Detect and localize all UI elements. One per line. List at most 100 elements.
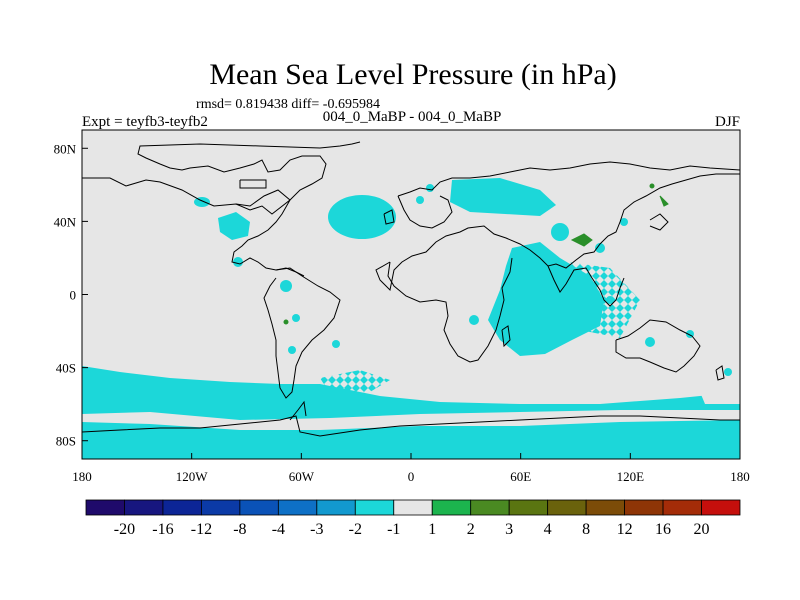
colorbar-swatch xyxy=(277,499,318,516)
map-panel: 80N 40N 0 40S 80S 180 120W 60W 0 60E 120E 180 xyxy=(54,129,750,484)
colorbar-label: 8 xyxy=(582,521,590,538)
coastline-india xyxy=(547,265,625,307)
lon-tick-label: 120E xyxy=(617,469,645,484)
lon-tick-label: 60E xyxy=(510,469,531,484)
lat-tick-label: 80N xyxy=(54,141,77,156)
lat-tick-label: 80S xyxy=(56,434,76,449)
lon-tick-label: 120W xyxy=(176,469,209,484)
anomaly-spot xyxy=(620,218,628,226)
colorbar-swatch xyxy=(701,499,741,516)
colorbar-label: -2 xyxy=(349,521,362,538)
coastline-australia xyxy=(615,319,701,373)
stats-line: rmsd= 0.819438 diff= -0.695984 xyxy=(196,97,380,112)
anomaly-arctic-canada xyxy=(194,197,210,207)
anomaly-spot xyxy=(645,337,655,347)
coastline-eurasia-north xyxy=(397,161,740,197)
coastline-antarctica-peninsula xyxy=(289,400,307,421)
positive-anomaly xyxy=(659,195,669,207)
anomaly-spot xyxy=(280,280,292,292)
colorbar-label: -1 xyxy=(387,521,400,538)
coastline-eurasia xyxy=(375,173,740,292)
positive-anomaly xyxy=(570,233,593,247)
anomaly-spot xyxy=(332,340,340,348)
coastline-uk xyxy=(383,209,395,225)
colorbar-swatch xyxy=(124,499,164,516)
lon-tick-label: 60W xyxy=(289,469,315,484)
colorbar-label: 3 xyxy=(505,521,513,538)
colorbar-swatch xyxy=(201,499,241,516)
colorbar-label: 1 xyxy=(428,521,436,538)
season-label: DJF xyxy=(715,114,740,130)
colorbar-label: -16 xyxy=(152,521,173,538)
colorbar: -20 -16 -12 -8 -4 -3 -2 -1 1 2 3 4 8 12 16 20 xyxy=(85,499,741,538)
colorbar-swatch xyxy=(547,499,587,516)
lat-axis: 80N 40N 0 40S 80S xyxy=(54,141,88,449)
coastline-japan xyxy=(649,213,669,231)
colorbar-swatch xyxy=(662,499,702,516)
coastline-africa xyxy=(387,257,513,363)
colorbar-swatch xyxy=(508,499,549,516)
colorbar-swatch xyxy=(316,499,356,516)
colorbar-swatch xyxy=(470,499,510,516)
colorbar-label: 4 xyxy=(544,521,552,538)
lon-tick-label: 180 xyxy=(72,469,92,484)
coastline-scandinavia xyxy=(397,195,453,229)
colorbar-swatch xyxy=(624,499,664,516)
coastline-madagascar xyxy=(501,325,511,348)
coastline-antarctica xyxy=(82,415,740,437)
colorbar-swatch xyxy=(354,499,395,516)
colorbar-label: -4 xyxy=(272,521,285,538)
colorbar-label: -12 xyxy=(191,521,212,538)
coastline-north-america xyxy=(82,141,361,215)
anomaly-spot xyxy=(233,257,243,267)
colorbar-swatch xyxy=(585,499,625,516)
anomaly-north-atlantic xyxy=(328,195,396,239)
coastline-south-america xyxy=(263,267,341,399)
colorbar-label: -8 xyxy=(233,521,246,538)
anomaly-spot xyxy=(469,315,479,325)
anomaly-fields xyxy=(82,178,740,459)
lat-tick-label: 40N xyxy=(54,214,77,229)
colorbar-label: -20 xyxy=(114,521,135,538)
anomaly-south-atlantic-hatch xyxy=(320,370,390,394)
comparison-label: 004_0_MaBP - 004_0_MaBP xyxy=(323,109,502,125)
colorbar-swatch xyxy=(239,499,279,516)
colorbar-swatch xyxy=(85,499,125,516)
positive-anomaly xyxy=(649,183,655,189)
colorbar-label: 12 xyxy=(617,521,633,538)
colorbar-swatch xyxy=(393,499,433,516)
anomaly-eurasia xyxy=(450,178,556,216)
anomaly-spot xyxy=(724,368,732,376)
positive-anomaly xyxy=(283,319,289,325)
colorbar-label: -3 xyxy=(310,521,323,538)
coastline-new-zealand xyxy=(715,365,725,381)
lon-axis: 180 120W 60W 0 60E 120E 180 xyxy=(72,453,750,484)
colorbar-label: 20 xyxy=(694,521,710,538)
colorbar-label: 16 xyxy=(655,521,671,538)
anomaly-spot xyxy=(292,314,300,322)
figure-title: Mean Sea Level Pressure (in hPa) xyxy=(209,58,616,91)
colorbar-swatch xyxy=(431,499,472,516)
anomaly-spot xyxy=(595,243,605,253)
anomaly-indian-hatch xyxy=(540,258,640,338)
anomaly-spot xyxy=(426,184,434,192)
lat-tick-label: 0 xyxy=(70,288,77,303)
coastline-greenland xyxy=(239,179,267,189)
anomaly-north-america xyxy=(218,212,250,240)
anomaly-southern-ocean-gap xyxy=(82,410,740,430)
coastlines xyxy=(82,141,740,437)
anomaly-pacific-storm xyxy=(700,375,740,404)
lat-tick-label: 40S xyxy=(56,361,76,376)
coastline-north-america-east xyxy=(231,189,305,277)
colorbar-swatch xyxy=(162,499,202,516)
anomaly-spot xyxy=(288,346,296,354)
anomaly-spot xyxy=(416,196,424,204)
experiment-label: Expt = teyfb3-teyfb2 xyxy=(82,114,208,130)
lon-tick-label: 180 xyxy=(730,469,750,484)
lon-tick-label: 0 xyxy=(408,469,415,484)
anomaly-spot xyxy=(551,223,569,241)
anomaly-spot xyxy=(606,296,614,304)
colorbar-label: 2 xyxy=(467,521,475,538)
anomaly-southern-ocean-band xyxy=(82,366,740,459)
